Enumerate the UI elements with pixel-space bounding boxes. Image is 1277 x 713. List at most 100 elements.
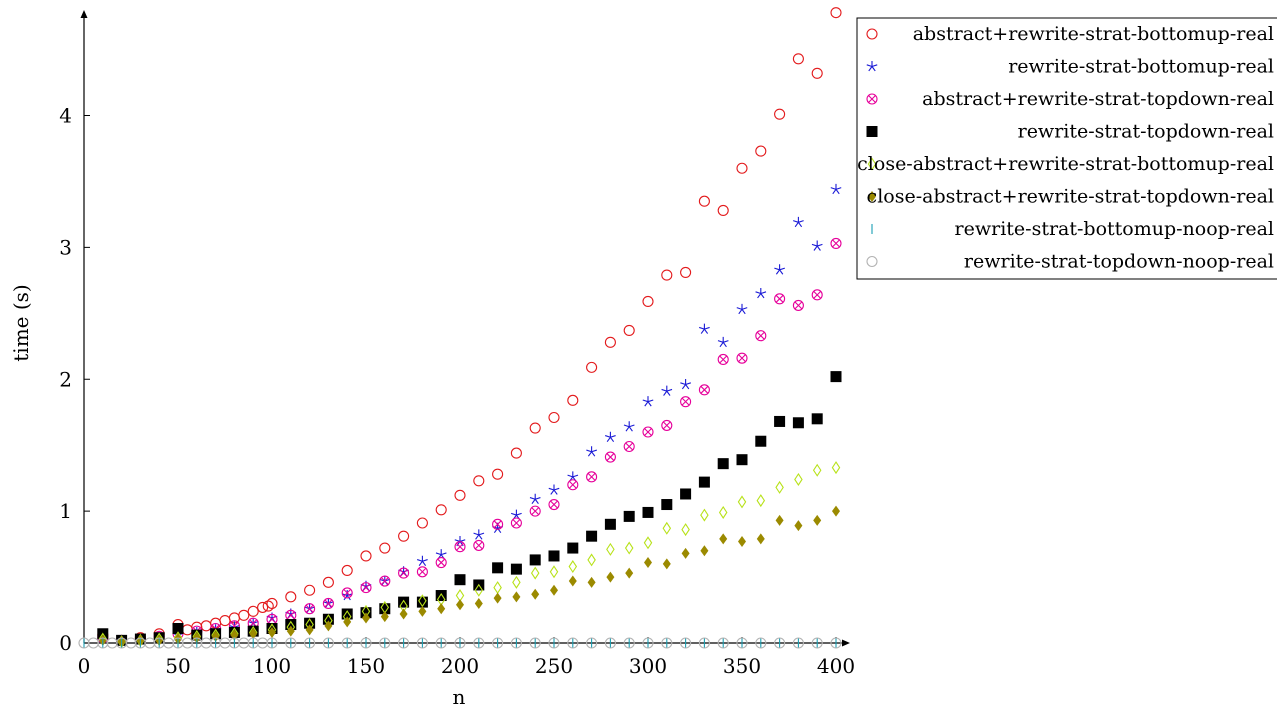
data-point [125,637,137,649]
data-point [567,394,579,406]
data-point [698,476,710,488]
data-point [437,603,446,615]
data-point [200,637,212,649]
series-2 [97,183,842,646]
data-point [510,447,522,459]
data-point [811,240,823,251]
legend-item: close-abstract+rewrite-strat-topdown-rea… [867,186,1274,208]
series-7 [83,638,837,648]
axes [80,10,850,647]
data-point [719,533,728,545]
data-point [416,566,428,578]
data-point [211,630,220,642]
data-point [418,605,427,617]
data-point [736,637,748,649]
data-point [625,567,634,579]
y-tick-label: 2 [59,367,72,391]
data-point [398,637,410,649]
legend-marker [866,28,878,40]
data-point [78,637,90,649]
series-5 [98,461,841,649]
data-point [473,529,485,540]
data-point [662,558,671,570]
data-point [304,584,316,596]
data-point [700,545,709,557]
legend-item: rewrite-strat-topdown-noop-real [866,251,1274,273]
data-point [755,288,767,299]
data-point [322,597,334,609]
data-point [341,590,353,601]
data-point [530,566,540,580]
data-point [210,637,222,649]
x-tick-label: 250 [535,654,573,678]
data-point [774,264,786,275]
data-point [717,637,729,649]
data-point [623,637,635,649]
data-point [181,637,193,649]
series-3 [97,237,842,646]
data-point [755,330,767,342]
data-point [642,637,654,649]
data-point [586,471,598,483]
data-point [548,637,560,649]
data-point [586,637,598,649]
data-point [606,542,615,556]
legend-item: close-abstract+rewrite-strat-bottomup-re… [857,153,1274,175]
legend-marker [866,93,878,105]
y-ticks: 0 1 2 3 4 [59,104,90,655]
data-point [454,535,466,547]
legend-marker [866,126,878,137]
data-point [362,612,370,624]
data-point [529,505,541,517]
data-point [792,637,804,649]
legend-label: rewrite-strat-topdown-real [1018,121,1274,143]
legend-label: close-abstract+rewrite-strat-topdown-rea… [867,186,1274,208]
data-point [604,637,616,649]
data-point [510,563,522,575]
data-point [830,637,842,649]
data-point [738,535,746,547]
data-point [548,411,560,424]
y-axis-arrow-icon [80,10,88,18]
data-point [604,451,616,463]
data-point [680,488,692,500]
data-point [831,461,841,475]
data-point [341,564,353,577]
data-point [285,591,297,603]
data-point [680,379,691,390]
data-point [399,608,408,620]
data-point [510,509,522,520]
data-point [529,554,541,566]
data-point [249,628,258,640]
data-point [529,637,541,649]
data-point [661,385,673,396]
data-point [586,361,598,373]
y-tick-label: 1 [59,499,72,523]
data-point [606,571,615,583]
data-point [286,625,295,637]
data-point [830,237,842,249]
data-point [793,216,804,228]
data-point [775,480,784,494]
data-point [219,615,231,627]
y-tick-label: 0 [59,631,72,655]
data-point [106,637,118,649]
data-point [604,518,616,530]
data-point [379,575,391,587]
data-point [305,624,314,636]
legend-item: rewrite-strat-bottomup-noop-real [871,218,1274,240]
data-point [454,489,466,501]
data-point [737,495,747,509]
data-point [549,565,559,579]
data-point [529,422,541,434]
data-point [661,499,673,511]
data-point [718,505,728,519]
legend-marker [867,157,877,171]
legend-marker [866,255,878,268]
data-point [643,536,653,550]
data-point [144,637,156,649]
data-point [228,612,240,624]
data-point [454,574,466,586]
data-point [512,575,521,589]
x-tick-label: 150 [347,654,385,678]
